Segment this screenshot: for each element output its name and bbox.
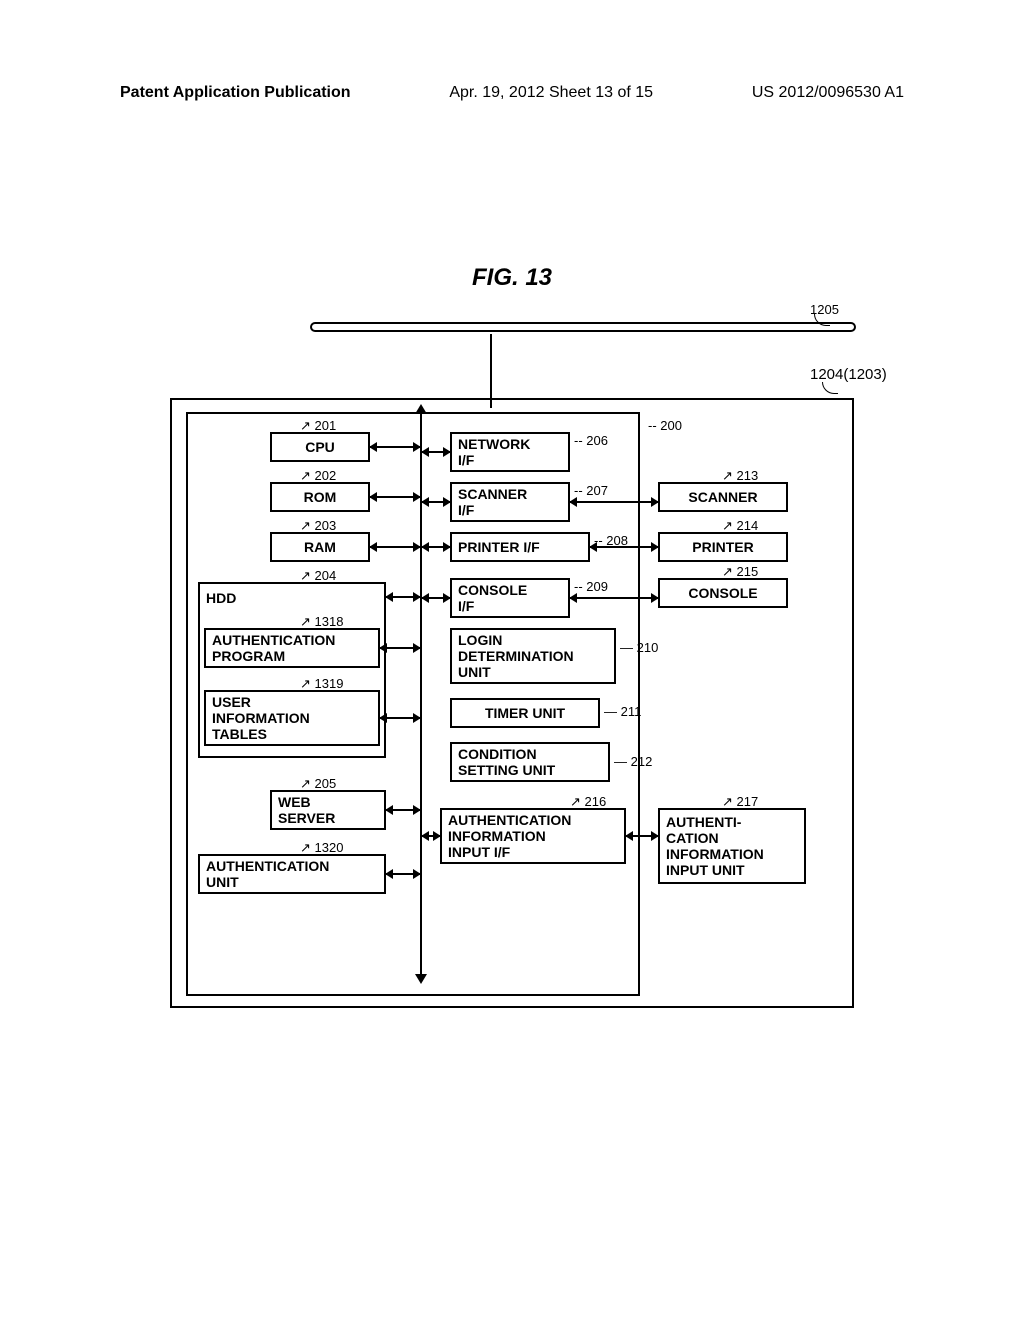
arrow-ram-bus [370, 546, 420, 548]
block-timer: TIMER UNIT [450, 698, 600, 728]
arrow-web-bus [386, 809, 420, 811]
block-auth-program: AUTHENTICATION PROGRAM [204, 628, 380, 668]
network-bus [310, 322, 856, 332]
block-cpu: CPU [270, 432, 370, 462]
ref-login: — 210 [620, 640, 658, 655]
arrow-userinfo-bus [380, 717, 420, 719]
block-console-if: CONSOLE I/F [450, 578, 570, 618]
ref-scan-if: -- 207 [574, 483, 608, 498]
figure-title: FIG. 13 [472, 264, 552, 292]
header-left: Patent Application Publication [120, 84, 351, 102]
block-rom: ROM [270, 482, 370, 512]
block-printer-if: PRINTER I/F [450, 532, 590, 562]
block-ram: RAM [270, 532, 370, 562]
ref-controller: -- 200 [648, 418, 682, 433]
bus-arrow-up [415, 404, 427, 414]
arrow-bus-authinif [422, 835, 440, 837]
arrow-authprog-bus [380, 647, 420, 649]
block-authin: AUTHENTI- CATION INFORMATION INPUT UNIT [658, 808, 806, 884]
block-console: CONSOLE [658, 578, 788, 608]
arrow-cpu-bus [370, 446, 420, 448]
block-scanner-if: SCANNER I/F [450, 482, 570, 522]
page-header: Patent Application Publication Apr. 19, … [0, 84, 1024, 102]
header-center: Apr. 19, 2012 Sheet 13 of 15 [449, 84, 653, 102]
block-condition: CONDITION SETTING UNIT [450, 742, 610, 782]
block-web-server: WEB SERVER [270, 790, 386, 830]
arrow-authunit-bus [386, 873, 420, 875]
arrow-hdd-bus [386, 596, 420, 598]
ref-cond: — 212 [614, 754, 652, 769]
arrow-rom-bus [370, 496, 420, 498]
net-drop [490, 334, 492, 408]
block-user-info: USER INFORMATION TABLES [204, 690, 380, 746]
arrow-authinif-authin [626, 835, 658, 837]
block-login-det: LOGIN DETERMINATION UNIT [450, 628, 616, 684]
arrow-bus-scanif [422, 501, 450, 503]
block-scanner: SCANNER [658, 482, 788, 512]
block-authin-if: AUTHENTICATION INFORMATION INPUT I/F [440, 808, 626, 864]
arrow-bus-conif [422, 597, 450, 599]
block-printer: PRINTER [658, 532, 788, 562]
header-right: US 2012/0096530 A1 [752, 84, 904, 102]
arrow-bus-netif [422, 451, 450, 453]
arrow-bus-prnif [422, 546, 450, 548]
arrow-prnif-printer [590, 546, 658, 548]
ref-timer: — 211 [604, 704, 641, 719]
block-network-if: NETWORK I/F [450, 432, 570, 472]
ref-device: 1204(1203) [810, 366, 887, 383]
arrow-conif-console [570, 597, 658, 599]
ref-net-if: -- 206 [574, 433, 608, 448]
bus-arrow-down [415, 974, 427, 984]
block-auth-unit: AUTHENTICATION UNIT [198, 854, 386, 894]
diagram: 1205 1204(1203) -- 200 ↗ 201 CPU ↗ 202 R… [170, 296, 854, 1016]
ref-con-if: -- 209 [574, 579, 608, 594]
arrow-scanif-scanner [570, 501, 658, 503]
lead-device [822, 382, 838, 394]
